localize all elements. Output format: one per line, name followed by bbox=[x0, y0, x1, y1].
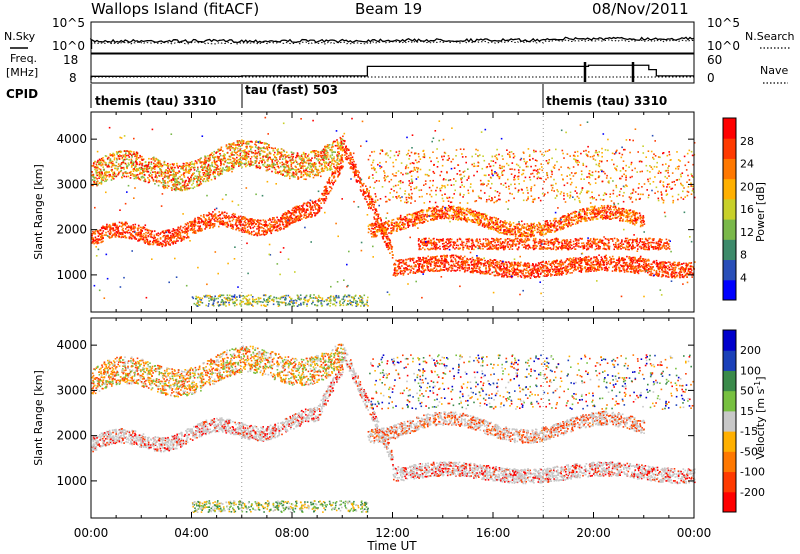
freq-nave-panel: Freq. [MHz] 18 8 60 0 Nave bbox=[6, 52, 788, 85]
nave-tick-bottom: 0 bbox=[707, 71, 715, 85]
x-tick-label: 12:00 bbox=[375, 526, 410, 540]
freq-line bbox=[90, 64, 694, 80]
power-colorbar: 4 8 12 16 20 24 28 bbox=[722, 117, 754, 301]
noise-sky-line bbox=[89, 36, 695, 49]
velocity-colorbar-label-close: ] bbox=[754, 376, 767, 380]
x-tick-label: 20:00 bbox=[576, 526, 611, 540]
y-tick-label: 1000 bbox=[56, 474, 87, 488]
colorbar-tick-label: 12 bbox=[740, 226, 754, 239]
x-tick-label: 16:00 bbox=[476, 526, 511, 540]
colorbar-tick-label: -15 bbox=[740, 425, 758, 438]
power-panel: 1000 2000 3000 4000 Slant Range [km] 4 8 12 16… bbox=[32, 111, 767, 313]
noise-left-tick-top: 10^5 bbox=[52, 16, 85, 30]
noise-search-line bbox=[90, 39, 695, 45]
noise-right-tick-bottom: 10^0 bbox=[707, 39, 740, 53]
colorbar-tick-label: 15 bbox=[740, 405, 754, 418]
colorbar-swatch bbox=[723, 158, 736, 180]
velocity-panel: 1000 2000 3000 4000 Slant Range [km] -200 -1… bbox=[32, 317, 767, 519]
freq-tick-top: 18 bbox=[63, 53, 78, 67]
nave-tick-top: 60 bbox=[707, 53, 722, 67]
cpid-segment-2: tau (fast) 503 bbox=[245, 83, 338, 97]
colorbar-swatch bbox=[723, 330, 736, 351]
station-title: Wallops Island (fitACF) bbox=[91, 0, 259, 18]
velocity-y-label: Slant Range [km] bbox=[32, 370, 45, 466]
colorbar-swatch bbox=[723, 451, 736, 473]
cpid-row: CPID themis (tau) 3310 tau (fast) 503 th… bbox=[6, 83, 667, 108]
colorbar-swatch bbox=[723, 219, 736, 240]
colorbar-tick-label: -100 bbox=[740, 466, 765, 479]
n-sky-label: N.Sky bbox=[4, 30, 36, 43]
colorbar-swatch bbox=[723, 431, 736, 452]
colorbar-tick-label: 20 bbox=[740, 180, 754, 193]
noise-right-tick-top: 10^5 bbox=[707, 16, 740, 30]
freq-label: Freq. bbox=[10, 52, 37, 65]
velocity-colorbar-label-main: Velocity [m s bbox=[754, 388, 767, 459]
velocity-data bbox=[91, 318, 696, 518]
colorbar-swatch bbox=[723, 491, 736, 513]
y-tick-label: 2000 bbox=[56, 223, 87, 237]
n-search-label: N.Search bbox=[745, 30, 795, 43]
noise-panel: N.Sky 10^5 10^0 10^5 10^0 N.Search bbox=[4, 16, 795, 54]
y-tick-label: 4000 bbox=[56, 132, 87, 146]
velocity-colorbar-label: Velocity [m s-1] bbox=[753, 376, 767, 459]
colorbar-swatch bbox=[723, 390, 736, 412]
colorbar-swatch bbox=[723, 138, 736, 159]
x-tick-label: 00:00 bbox=[74, 526, 109, 540]
colorbar-swatch bbox=[723, 178, 736, 200]
y-tick-label: 3000 bbox=[56, 177, 87, 191]
colorbar-tick-label: 28 bbox=[740, 135, 754, 148]
velocity-colorbar-label-sup: -1 bbox=[753, 381, 762, 389]
cpid-segment-1: themis (tau) 3310 bbox=[95, 94, 216, 108]
x-tick-label: 08:00 bbox=[275, 526, 310, 540]
x-tick-label: 00:00 bbox=[677, 526, 712, 540]
freq-unit-label: [MHz] bbox=[6, 66, 38, 79]
nave-label: Nave bbox=[760, 64, 788, 77]
y-tick-label: 4000 bbox=[56, 338, 87, 352]
colorbar-tick-label: 50 bbox=[740, 385, 754, 398]
x-axis-label: Time UT bbox=[366, 539, 417, 553]
beam-title: Beam 19 bbox=[355, 0, 422, 18]
power-y-axis: 1000 2000 3000 4000 bbox=[56, 132, 694, 282]
colorbar-swatch bbox=[723, 279, 736, 301]
date-title: 08/Nov/2011 bbox=[592, 0, 689, 18]
colorbar-swatch bbox=[723, 118, 736, 139]
velocity-y-axis: 1000 2000 3000 4000 bbox=[56, 338, 694, 488]
colorbar-tick-label: -200 bbox=[740, 486, 765, 499]
colorbar-tick-label: 24 bbox=[740, 158, 754, 171]
freq-tick-bottom: 8 bbox=[69, 71, 77, 85]
colorbar-tick-label: 200 bbox=[740, 344, 761, 357]
y-tick-label: 1000 bbox=[56, 268, 87, 282]
colorbar-swatch bbox=[723, 410, 736, 432]
y-tick-label: 2000 bbox=[56, 429, 87, 443]
noise-left-tick-bottom: 10^0 bbox=[52, 39, 85, 53]
colorbar-tick-label: 16 bbox=[740, 203, 754, 216]
velocity-colorbar: -200 -100 -50 -15 15 50 100 200 bbox=[722, 329, 765, 513]
colorbar-swatch bbox=[723, 471, 736, 493]
colorbar-swatch bbox=[723, 198, 736, 220]
colorbar-tick-label: 100 bbox=[740, 364, 761, 377]
power-colorbar-label: Power [dB] bbox=[754, 182, 767, 242]
colorbar-swatch bbox=[723, 350, 736, 371]
colorbar-swatch bbox=[723, 239, 736, 261]
colorbar-tick-label: 4 bbox=[740, 271, 747, 284]
colorbar-tick-label: 8 bbox=[740, 249, 747, 262]
power-data bbox=[91, 112, 696, 312]
colorbar-swatch bbox=[723, 259, 736, 281]
colorbar-swatch bbox=[723, 370, 736, 392]
colorbar-tick-label: -50 bbox=[740, 445, 758, 458]
y-tick-label: 3000 bbox=[56, 383, 87, 397]
cpid-segment-3: themis (tau) 3310 bbox=[546, 94, 667, 108]
power-y-label: Slant Range [km] bbox=[32, 164, 45, 260]
x-tick-label: 04:00 bbox=[174, 526, 209, 540]
cpid-label: CPID bbox=[6, 87, 38, 101]
x-axis: 00:00 04:00 08:00 12:00 16:00 20:00 00:00 bbox=[74, 112, 712, 540]
